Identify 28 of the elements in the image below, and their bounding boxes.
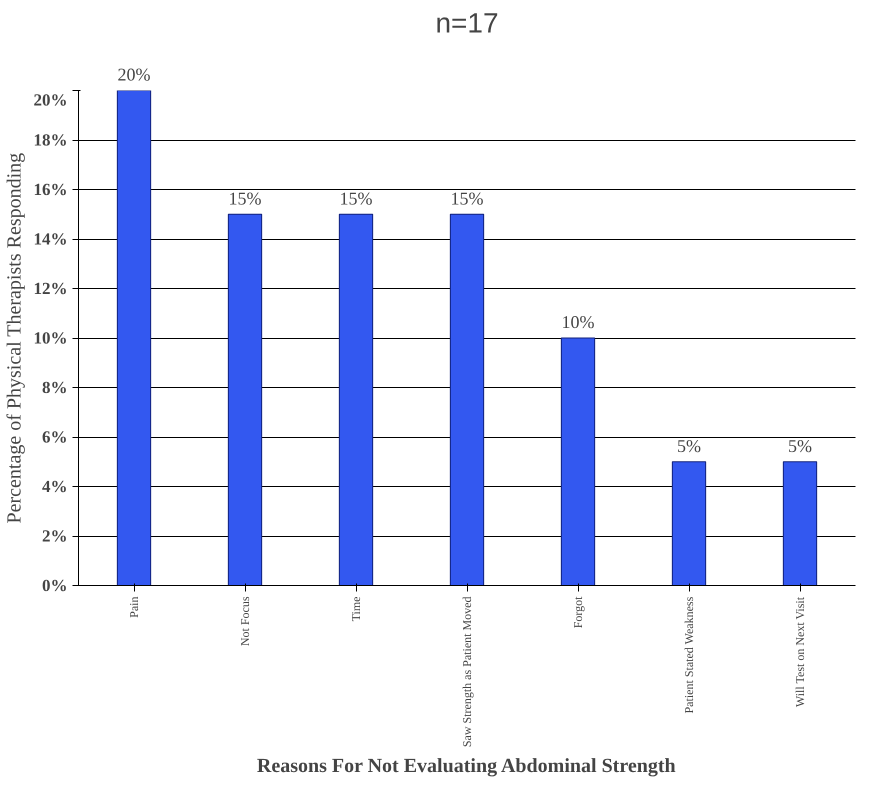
y-tick-label: 6% (42, 428, 68, 446)
y-tick-label: 2% (42, 526, 68, 546)
data-label: 10% (562, 312, 595, 332)
y-tick-label: 14% (34, 230, 68, 248)
data-label: 5% (677, 436, 702, 456)
data-label: 20% (118, 64, 151, 84)
x-tick-label: Saw Strength as Patient Moved (460, 596, 474, 748)
data-label: 15% (228, 188, 262, 208)
x-tick-label: Not Focus (238, 596, 252, 646)
y-tick-label: 4% (42, 477, 68, 496)
x-tick-label: Forgot (571, 596, 585, 628)
y-tick-label: 8% (42, 378, 68, 397)
y-tick-label: 16% (34, 180, 68, 199)
x-tick-label: Pain (127, 596, 141, 618)
y-tick-label: 18% (34, 130, 68, 150)
data-label: 15% (340, 188, 373, 208)
y-axis-title: Percentage of Physical Therapists Responding (4, 152, 26, 524)
x-tick-label: Time (349, 596, 363, 622)
chart-title: n=17 (435, 8, 499, 38)
x-tick-label: Will Test on Next Visit (793, 596, 807, 708)
y-tick-label: 10% (34, 328, 68, 348)
y-tick-label: 20% (34, 90, 68, 110)
y-tick-label: 12% (34, 279, 68, 298)
data-label: 5% (788, 436, 812, 456)
data-label: 15% (450, 188, 484, 208)
x-axis-title: Reasons For Not Evaluating Abdominal Strength (256, 755, 676, 778)
y-tick-label: 0% (42, 576, 68, 595)
x-tick-label: Patient Stated Weakness (682, 596, 696, 714)
